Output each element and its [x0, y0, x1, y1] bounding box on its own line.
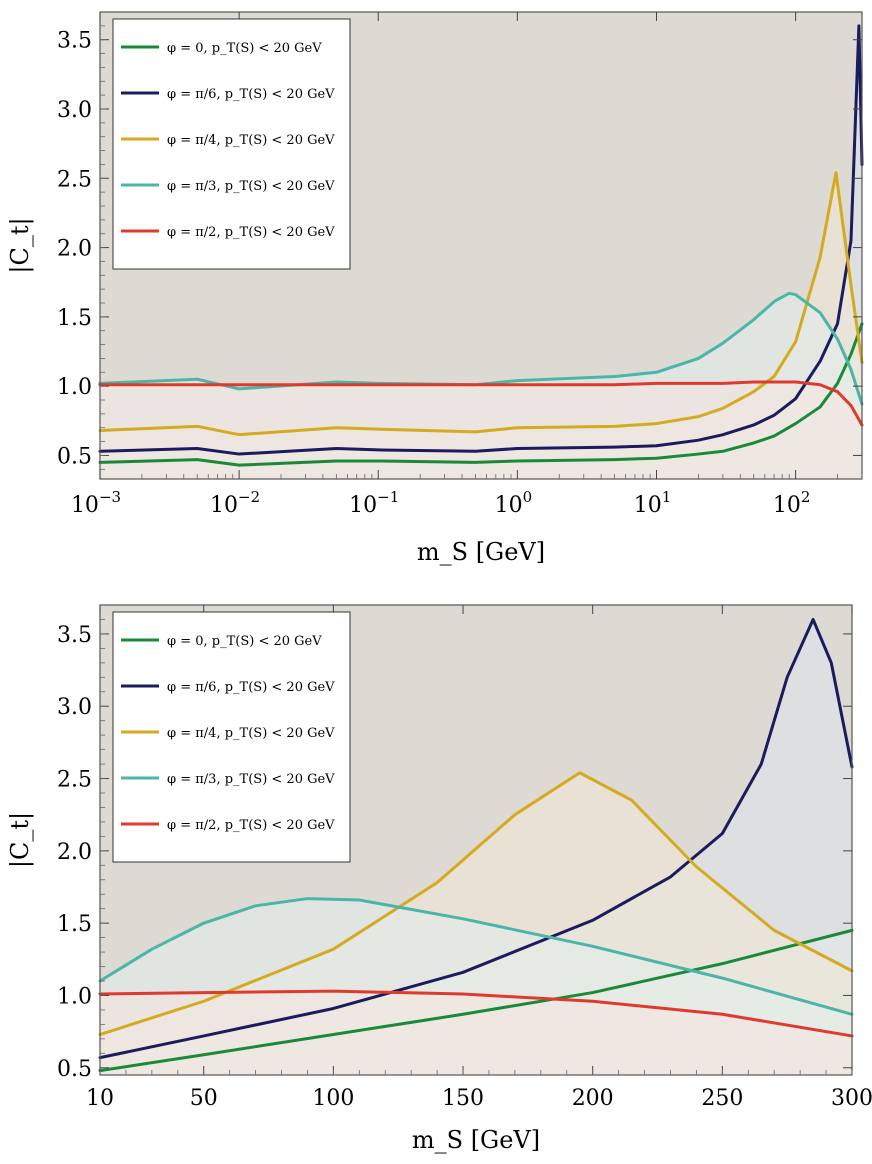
y-tick-label: 3.5 — [57, 29, 92, 54]
y-axis-label: |C_t| — [6, 812, 35, 868]
y-tick-label: 2.0 — [57, 840, 92, 865]
x-tick-label: 101 — [634, 488, 672, 518]
x-tick-label: 200 — [572, 1086, 614, 1111]
y-tick-label: 3.5 — [57, 623, 92, 648]
chart-top: 0.5 1.0 1.5 2.0 2.5 3.0 3.5 10−3 10−2 10−1 100 101 1… — [6, 11, 864, 566]
series-line-2 — [98, 171, 864, 437]
legend-label-1: φ = π/6, p_T(S) < 20 GeV — [167, 87, 335, 102]
y-tick-label: 3.0 — [57, 695, 92, 720]
series-line-2 — [98, 771, 854, 1037]
chart-bottom: 0.5 1.0 1.5 2.0 2.5 3.0 3.5 10 50 100 150 200 250 300… — [6, 604, 872, 1154]
legend-label-4: φ = π/2, p_T(S) < 20 GeV — [167, 225, 335, 240]
x-tick-label: 10−1 — [349, 488, 399, 518]
x-tick-label: 250 — [701, 1086, 743, 1111]
x-tick-label: 150 — [442, 1086, 484, 1111]
y-tick-label: 0.5 — [57, 444, 92, 469]
x-tick-label: 10−2 — [210, 488, 260, 518]
series-fill-4 — [100, 991, 852, 1075]
series-line-0 — [98, 928, 854, 1073]
x-tick-label: 10 — [86, 1086, 114, 1111]
series-line-3 — [98, 291, 864, 406]
y-tick-label: 1.0 — [57, 375, 92, 400]
series-line-0 — [98, 322, 864, 467]
legend-label-3: φ = π/3, p_T(S) < 20 GeV — [167, 772, 335, 787]
x-tick-label: 50 — [190, 1086, 218, 1111]
legend: φ = 0, p_T(S) < 20 GeV φ = π/6, p_T(S) < … — [112, 611, 351, 863]
x-tick-label: 102 — [773, 488, 811, 518]
series-line-3 — [98, 897, 854, 1016]
y-tick-label: 3.0 — [57, 98, 92, 123]
legend-label-4: φ = π/2, p_T(S) < 20 GeV — [167, 818, 335, 833]
plot-frame — [99, 11, 863, 480]
y-tick-label: 2.5 — [57, 768, 92, 793]
y-axis-label: |C_t| — [6, 217, 35, 273]
x-tick-label: 10−3 — [71, 488, 121, 518]
legend-label-0: φ = 0, p_T(S) < 20 GeV — [167, 41, 322, 56]
x-tick-label: 100 — [312, 1086, 354, 1111]
legend-box — [112, 18, 351, 270]
y-tick-label: 1.5 — [57, 912, 92, 937]
y-tick-label: 1.5 — [57, 306, 92, 331]
legend-label-0: φ = 0, p_T(S) < 20 GeV — [167, 634, 322, 649]
legend-label-2: φ = π/4, p_T(S) < 20 GeV — [167, 726, 335, 741]
y-tick-label: 1.0 — [57, 984, 92, 1009]
y-tick-label: 2.5 — [57, 167, 92, 192]
legend-box — [112, 611, 351, 863]
x-tick-label: 100 — [495, 488, 533, 518]
y-tick-label: 2.0 — [57, 237, 92, 262]
series-line-1 — [98, 617, 854, 1060]
plot-frame — [99, 604, 853, 1076]
x-tick-label: 300 — [831, 1086, 872, 1111]
legend-label-3: φ = π/3, p_T(S) < 20 GeV — [167, 179, 335, 194]
series-line-4 — [98, 380, 864, 427]
x-axis-label: m_S [GeV] — [412, 1126, 540, 1154]
series-line-4 — [98, 989, 854, 1038]
legend-label-1: φ = π/6, p_T(S) < 20 GeV — [167, 680, 335, 695]
legend-label-2: φ = π/4, p_T(S) < 20 GeV — [167, 133, 335, 148]
legend: φ = 0, p_T(S) < 20 GeV φ = π/6, p_T(S) < … — [112, 18, 351, 270]
x-axis-label: m_S [GeV] — [417, 538, 545, 566]
series-line-1 — [98, 24, 864, 456]
y-tick-label: 0.5 — [57, 1057, 92, 1082]
